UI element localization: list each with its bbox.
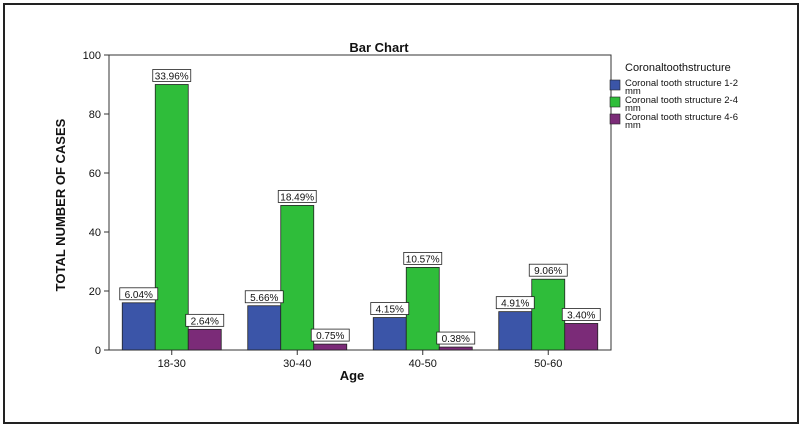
legend-label: Coronal tooth structure 4-6 mm bbox=[625, 112, 738, 131]
bar bbox=[313, 343, 348, 351]
data-label-box bbox=[310, 328, 350, 342]
x-tick-label: 50-60 bbox=[534, 358, 562, 370]
data-label-box bbox=[403, 251, 443, 265]
data-label-box bbox=[152, 69, 192, 82]
bar bbox=[280, 205, 315, 351]
data-labels-group: 6.04% 33.96% 2.64% 5.66% 18.49% 0.75% 4.15% 10.… bbox=[119, 69, 601, 345]
data-label-box bbox=[277, 190, 317, 203]
y-tick-label: 20 bbox=[89, 286, 101, 298]
legend-title: Coronaltoothstructure bbox=[625, 62, 731, 74]
bar bbox=[438, 346, 473, 351]
data-label-box bbox=[185, 313, 225, 327]
data-label-box bbox=[561, 308, 601, 321]
legend-swatch bbox=[609, 79, 621, 91]
chart-title: Bar Chart bbox=[349, 40, 409, 55]
bar bbox=[564, 323, 599, 351]
data-label: 2.64% bbox=[191, 316, 219, 327]
data-label-box bbox=[244, 290, 284, 304]
data-label: 6.04% bbox=[125, 290, 153, 301]
data-label: 0.75% bbox=[316, 331, 344, 342]
data-label: 4.15% bbox=[376, 305, 404, 316]
x-tick-label: 40-50 bbox=[409, 358, 437, 370]
x-tick-label: 18-30 bbox=[158, 358, 186, 370]
data-label-box bbox=[119, 287, 159, 301]
data-label-box bbox=[436, 331, 476, 345]
bar bbox=[247, 305, 282, 351]
bar bbox=[372, 317, 407, 351]
y-tick-label: 40 bbox=[89, 227, 101, 239]
legend-swatch bbox=[609, 113, 621, 125]
y-axis: 0 20 40 60 80 100 bbox=[83, 50, 109, 357]
y-axis-label: TOTAL NUMBER OF CASES bbox=[53, 118, 68, 291]
data-label: 18.49% bbox=[280, 192, 314, 203]
bar bbox=[187, 328, 222, 351]
legend-label: Coronal tooth structure 2-4 mm bbox=[625, 95, 738, 114]
data-label-box bbox=[528, 263, 568, 277]
chart-frame: Bar Chart TOTAL NUMBER OF CASES Age 0 20 4… bbox=[3, 3, 799, 424]
data-label: 0.38% bbox=[442, 334, 470, 345]
bar-chart: Bar Chart TOTAL NUMBER OF CASES Age 0 20 4… bbox=[53, 40, 738, 383]
x-axis-label: Age bbox=[340, 368, 365, 383]
bars-group bbox=[121, 84, 599, 351]
bar bbox=[531, 278, 566, 351]
x-axis: 18-30 30-40 40-50 50-60 bbox=[158, 350, 562, 370]
y-tick-label: 80 bbox=[89, 109, 101, 121]
data-label: 10.57% bbox=[406, 254, 440, 265]
data-label-box bbox=[495, 296, 535, 310]
data-label-box bbox=[370, 302, 410, 315]
y-tick-label: 100 bbox=[83, 50, 101, 62]
y-tick-label: 0 bbox=[95, 345, 101, 357]
data-label: 33.96% bbox=[155, 72, 189, 83]
bar bbox=[154, 84, 189, 351]
bar bbox=[405, 266, 440, 351]
data-label: 9.06% bbox=[534, 266, 562, 277]
data-label: 3.40% bbox=[567, 310, 595, 321]
legend-label: Coronal tooth structure 1-2 mm bbox=[625, 78, 738, 97]
x-tick-label: 30-40 bbox=[283, 358, 311, 370]
data-label: 5.66% bbox=[250, 293, 278, 304]
bar bbox=[498, 311, 533, 351]
y-tick-label: 60 bbox=[89, 168, 101, 180]
bar bbox=[121, 302, 156, 351]
legend-swatch bbox=[609, 96, 621, 108]
data-label: 4.91% bbox=[501, 299, 529, 310]
